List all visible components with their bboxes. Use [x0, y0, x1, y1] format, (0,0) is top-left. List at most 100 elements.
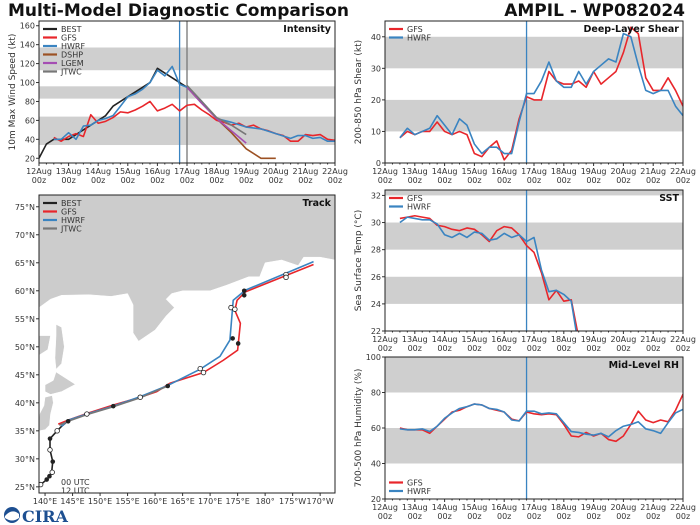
x-tick-label: 14Aug [85, 167, 111, 176]
y-tick-label: 80 [371, 389, 381, 398]
storm-title: AMPIL - WP082024 [504, 1, 685, 21]
y-tick-label: 26 [371, 273, 381, 282]
x-tick-sublabel: 00z [32, 176, 46, 185]
legend-label-hwrf: HWRF [407, 34, 431, 43]
x-tick-label: 21Aug [640, 335, 666, 344]
y-axis-label: 10m Max Wind Speed (kt) [8, 34, 18, 151]
sst-panel: 12Aug00z13Aug00z14Aug00z15Aug00z16Aug00z… [354, 189, 696, 353]
marker-12utc [84, 411, 90, 417]
legend-label-jtwc: JTWC [60, 225, 82, 234]
plot-frame [38, 194, 336, 494]
x-tick-label: 13Aug [402, 335, 428, 344]
plot-frame [384, 356, 684, 500]
marker-00utc [47, 436, 53, 441]
panel-title: Track [303, 198, 332, 209]
y-tick-label: 120 [20, 60, 35, 69]
y-tick-label: 100 [366, 353, 381, 362]
y-tick-label: 32 [371, 191, 381, 200]
x-tick-label: 22Aug [322, 167, 348, 176]
marker-00utc [110, 403, 116, 409]
x-tick-label: 22Aug [670, 503, 696, 512]
x-tick-label: 16Aug [491, 167, 517, 176]
series-line-lgem [186, 86, 247, 144]
y-tick-label: 160 [20, 22, 35, 31]
noaa-logo-wave [5, 511, 19, 521]
shaded-band [385, 428, 683, 464]
y-tick-label: 80 [25, 97, 35, 106]
lon-tick-label: 175°E [225, 497, 249, 506]
x-tick-label: 16Aug [144, 167, 170, 176]
x-tick-label: 20Aug [610, 335, 636, 344]
x-tick-sublabel: 00z [408, 344, 422, 353]
y-tick-label: 20 [371, 96, 381, 105]
legend-label-hwrf: HWRF [407, 203, 431, 212]
y-axis-label: Sea Surface Temp (°C) [354, 210, 364, 311]
lat-tick-label: 45°N [15, 371, 35, 380]
x-tick-sublabel: 00z [61, 176, 75, 185]
x-tick-sublabel: 00z [437, 344, 451, 353]
series-line-hwrf [399, 403, 683, 438]
plot-frame [384, 20, 684, 164]
x-tick-sublabel: 00z [180, 176, 194, 185]
x-tick-label: 21Aug [640, 503, 666, 512]
y-tick-label: 40 [371, 460, 381, 469]
x-tick-label: 13Aug [402, 503, 428, 512]
land-mass [54, 323, 65, 370]
x-tick-label: 18Aug [551, 167, 577, 176]
x-tick-label: 16Aug [491, 503, 517, 512]
marker-00utc [65, 419, 71, 424]
x-tick-label: 15Aug [115, 167, 141, 176]
plot-frame [384, 189, 684, 332]
legend-label-hwrf: HWRF [61, 216, 85, 225]
y-tick-label: 20 [371, 495, 381, 504]
lat-tick-label: 55°N [15, 315, 35, 324]
legend-label-hwrf: HWRF [407, 487, 431, 496]
cira-logo: CIRA [4, 507, 69, 525]
x-tick-sublabel: 00z [467, 344, 481, 353]
panel-title: Intensity [283, 24, 331, 35]
x-tick-sublabel: 00z [497, 512, 511, 521]
x-tick-sublabel: 00z [437, 176, 451, 185]
land-mass [39, 195, 335, 342]
y-tick-label: 30 [371, 219, 381, 228]
x-tick-label: 15Aug [461, 335, 487, 344]
y-tick-label: 10 [371, 127, 381, 136]
series-line-gfs [399, 26, 683, 161]
x-tick-label: 12Aug [372, 503, 398, 512]
x-tick-sublabel: 00z [527, 344, 541, 353]
legend-label-best: BEST [61, 199, 82, 208]
marker-12utc [232, 306, 238, 312]
lat-tick-label: 25°N [15, 483, 35, 492]
x-tick-label: 17Aug [174, 167, 200, 176]
x-tick-label: 17Aug [521, 167, 547, 176]
x-tick-label: 22Aug [670, 167, 696, 176]
marker-12utc [137, 394, 143, 400]
x-tick-label: 18Aug [551, 503, 577, 512]
x-tick-sublabel: 00z [298, 176, 312, 185]
x-tick-sublabel: 00z [616, 512, 630, 521]
land-mass [44, 371, 76, 395]
x-tick-label: 13Aug [56, 167, 82, 176]
legend-label-gfs: GFS [407, 194, 423, 203]
marker-00utc [44, 477, 50, 482]
lon-tick-label: 145°E [60, 497, 84, 506]
series-line-gfs [53, 100, 335, 143]
lat-tick-label: 40°N [15, 399, 35, 408]
legend-label-gfs: GFS [407, 479, 423, 488]
lon-tick-label: 170°W [307, 497, 334, 506]
x-tick-sublabel: 00z [150, 176, 164, 185]
series-line-hwrf [53, 65, 335, 143]
x-tick-sublabel: 00z [586, 512, 600, 521]
marker-12utc [47, 447, 53, 453]
x-tick-label: 21Aug [640, 167, 666, 176]
series-line-gfs [399, 214, 579, 331]
y-tick-label: 40 [25, 135, 35, 144]
series-line-hwrf [399, 216, 577, 331]
x-tick-label: 18Aug [551, 335, 577, 344]
lon-tick-label: 175°W [279, 497, 306, 506]
series-line-jtwc [186, 84, 247, 136]
x-tick-label: 14Aug [432, 167, 458, 176]
x-tick-label: 17Aug [521, 335, 547, 344]
x-tick-sublabel: 00z [209, 176, 223, 185]
